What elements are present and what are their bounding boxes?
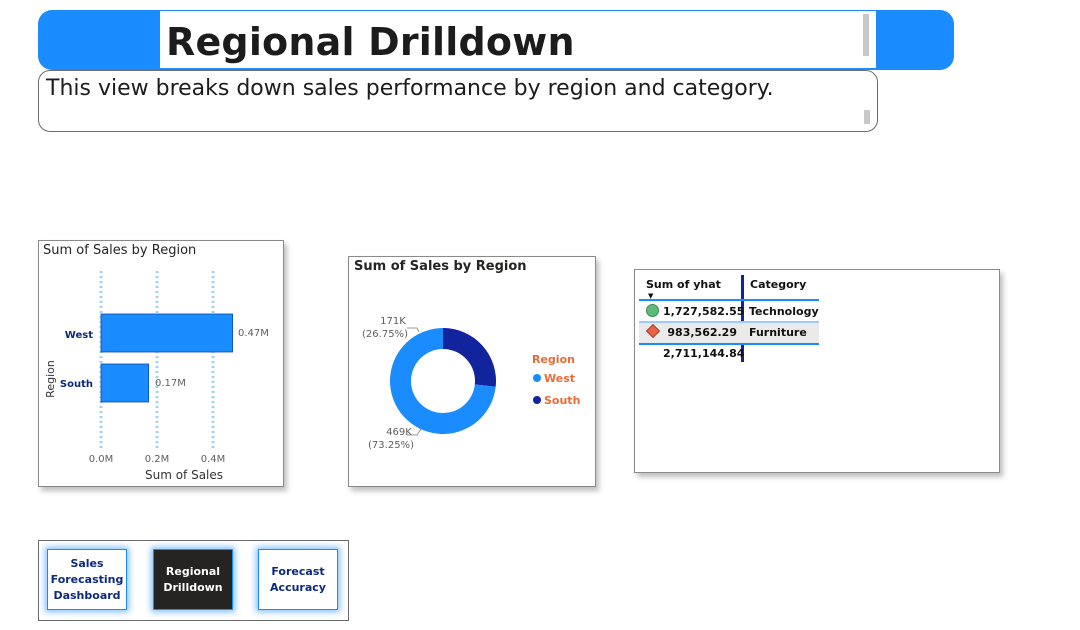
title-banner-right bbox=[874, 10, 954, 70]
donut-slice-west[interactable] bbox=[390, 328, 496, 434]
nav-btn2-line1: Regional bbox=[165, 564, 221, 578]
nav-btn1-line2: Forecasting bbox=[50, 572, 124, 586]
bar-value-label-south: 0.17M bbox=[155, 378, 186, 389]
row-category: Technology bbox=[749, 305, 819, 318]
nav-btn3-line1: Forecast bbox=[271, 564, 325, 578]
title-scrollbar[interactable] bbox=[863, 14, 869, 56]
forecast-accuracy-button[interactable]: Forecast Accuracy bbox=[258, 549, 338, 610]
table-row[interactable]: 1,727,582.55 Technology bbox=[639, 301, 819, 321]
total-divider bbox=[639, 343, 819, 345]
row-value: 983,562.29 bbox=[667, 326, 737, 339]
page-subtitle: This view breaks down sales performance … bbox=[46, 76, 774, 101]
donut-legend-west[interactable]: West bbox=[544, 372, 575, 385]
donut-label-west-value: 469K bbox=[386, 427, 412, 438]
bar-ylabel: Region bbox=[44, 360, 57, 398]
donut-chart-title: Sum of Sales by Region bbox=[354, 259, 527, 274]
bar-value-label-west: 0.47M bbox=[238, 328, 269, 339]
donut-label-west-pct: (73.25%) bbox=[368, 440, 414, 451]
bar-tick-2: 0.4M bbox=[201, 454, 226, 465]
column-divider bbox=[741, 275, 744, 362]
nav-btn2-line2: Drilldown bbox=[163, 580, 223, 594]
donut-slice-south[interactable] bbox=[443, 328, 496, 387]
row-value: 1,727,582.55 bbox=[663, 305, 745, 318]
donut-leader-south bbox=[407, 327, 420, 333]
donut-leader-west bbox=[407, 428, 422, 436]
legend-marker-west bbox=[533, 374, 541, 382]
bar-tick-1: 0.2M bbox=[145, 454, 170, 465]
row-category: Furniture bbox=[749, 326, 807, 339]
page-title: Regional Drilldown bbox=[166, 20, 575, 64]
title-banner-left bbox=[38, 10, 162, 70]
legend-marker-south bbox=[533, 396, 541, 404]
table-row[interactable]: 983,562.29 Furniture bbox=[639, 323, 819, 343]
donut-legend-title: Region bbox=[532, 353, 575, 366]
bar-category-west: West bbox=[65, 330, 93, 341]
bar-category-south: South bbox=[60, 379, 93, 390]
table-header-sum-yhat[interactable]: Sum of yhat bbox=[646, 278, 721, 291]
nav-btn1-line1: Sales bbox=[70, 556, 104, 570]
sales-forecasting-dashboard-button[interactable]: Sales Forecasting Dashboard bbox=[47, 549, 127, 610]
bar-tick-0: 0.0M bbox=[89, 454, 114, 465]
bar-west[interactable] bbox=[100, 313, 234, 353]
donut-chart-card[interactable]: Sum of Sales by Region 171K (26.75%) 469… bbox=[348, 256, 596, 487]
table-card[interactable]: Sum of yhat ▼ Category 1,727,582.55 Tech… bbox=[634, 269, 1000, 473]
bar-xlabel: Sum of Sales bbox=[145, 468, 223, 482]
donut-chart-svg: 171K (26.75%) 469K (73.25%) Region West … bbox=[362, 316, 580, 451]
table-total: 2,711,144.84 bbox=[663, 347, 745, 360]
table-header-category[interactable]: Category bbox=[750, 278, 807, 291]
donut-legend-south[interactable]: South bbox=[544, 394, 580, 407]
red-diamond-icon bbox=[645, 323, 661, 339]
donut-label-south-value: 171K bbox=[380, 316, 406, 327]
nav-btn1-line3: Dashboard bbox=[53, 588, 121, 602]
bar-south[interactable] bbox=[100, 363, 149, 403]
subtitle-box bbox=[38, 70, 878, 132]
row-divider bbox=[639, 321, 819, 323]
header-underline bbox=[639, 299, 819, 301]
bar-chart-card[interactable]: Sum of Sales by Region Region West South… bbox=[38, 240, 284, 487]
nav-btn3-line2: Accuracy bbox=[270, 580, 326, 594]
subtitle-scrollbar[interactable] bbox=[864, 110, 870, 124]
regional-drilldown-button[interactable]: Regional Drilldown bbox=[153, 549, 233, 610]
green-circle-icon bbox=[646, 304, 659, 317]
bar-chart-title: Sum of Sales by Region bbox=[43, 243, 197, 258]
donut-label-south-pct: (26.75%) bbox=[362, 329, 408, 340]
title-strip bbox=[160, 10, 876, 70]
sort-desc-icon[interactable]: ▼ bbox=[648, 292, 654, 300]
bar-chart-svg: Region West South 0.47M 0.17M 0.0M 0.2M … bbox=[44, 271, 269, 482]
